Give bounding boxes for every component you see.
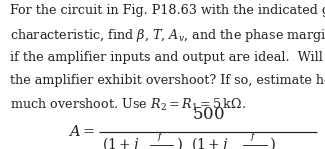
Text: $500$: $500$ <box>192 106 224 123</box>
Text: the amplifier exhibit overshoot? If so, estimate how: the amplifier exhibit overshoot? If so, … <box>10 74 325 87</box>
Text: $)$: $)$ <box>269 136 276 149</box>
Text: For the circuit in Fig. P18.63 with the indicated gain: For the circuit in Fig. P18.63 with the … <box>10 4 325 17</box>
Text: $f$: $f$ <box>250 130 258 143</box>
Text: if the amplifier inputs and output are ideal.  Will: if the amplifier inputs and output are i… <box>10 51 323 63</box>
Text: $A =$: $A =$ <box>68 124 95 139</box>
Text: $)$: $)$ <box>176 136 182 149</box>
Text: $(1 + j\,$: $(1 + j\,$ <box>191 135 228 149</box>
Text: much overshoot. Use $R_2 = R_1 = 5\,\mathrm{k}\Omega$.: much overshoot. Use $R_2 = R_1 = 5\,\mat… <box>10 97 246 113</box>
Text: $f$: $f$ <box>157 130 165 143</box>
Text: characteristic, find $\beta$, $T$, $A_v$, and the phase margin: characteristic, find $\beta$, $T$, $A_v$… <box>10 27 325 44</box>
Text: $(1 + j\,$: $(1 + j\,$ <box>102 135 140 149</box>
